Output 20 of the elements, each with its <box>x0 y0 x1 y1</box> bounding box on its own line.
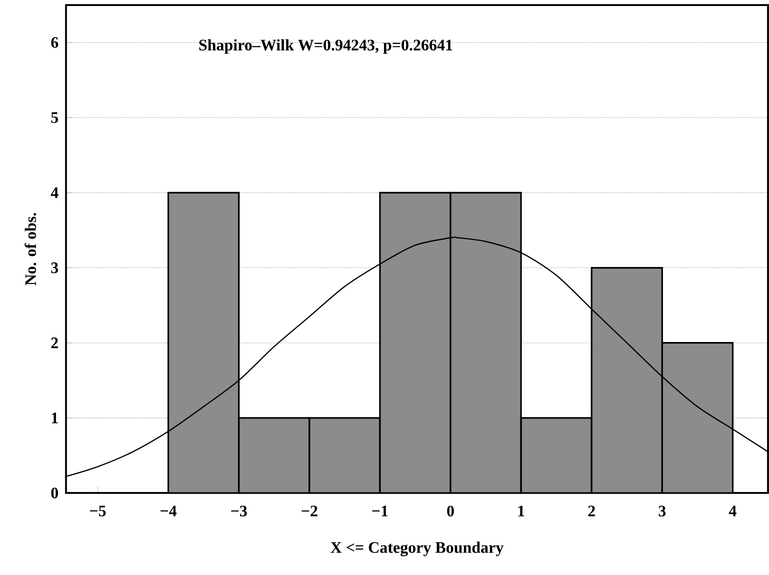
x-tick-label: 2 <box>588 506 595 516</box>
y-tick-label: 0 <box>51 488 58 498</box>
x-tick-label: 3 <box>658 506 666 516</box>
y-tick-label: 3 <box>51 262 58 274</box>
x-tick-label: −2 <box>302 506 318 516</box>
y-tick-label: 5 <box>51 112 58 123</box>
x-tick-label: 1 <box>518 506 524 516</box>
x-tick-label: −4 <box>160 506 177 516</box>
x-tick-label: −3 <box>231 506 247 516</box>
x-axis-title: X <= Category Boundary <box>330 542 504 556</box>
y-tick-label: 2 <box>51 338 58 348</box>
x-tick-label: −5 <box>90 506 106 516</box>
x-tick-label: −1 <box>372 506 388 516</box>
y-tick-label: 6 <box>51 37 58 48</box>
x-tick-label: 4 <box>728 506 736 516</box>
y-tick-label: 1 <box>52 412 58 424</box>
y-axis-title: No. of obs. <box>24 213 36 286</box>
x-tick-label: 0 <box>447 506 454 516</box>
y-tick-label: 4 <box>50 187 58 198</box>
annotation: Shapiro–Wilk W=0.94243, p=0.26641 <box>199 39 452 54</box>
